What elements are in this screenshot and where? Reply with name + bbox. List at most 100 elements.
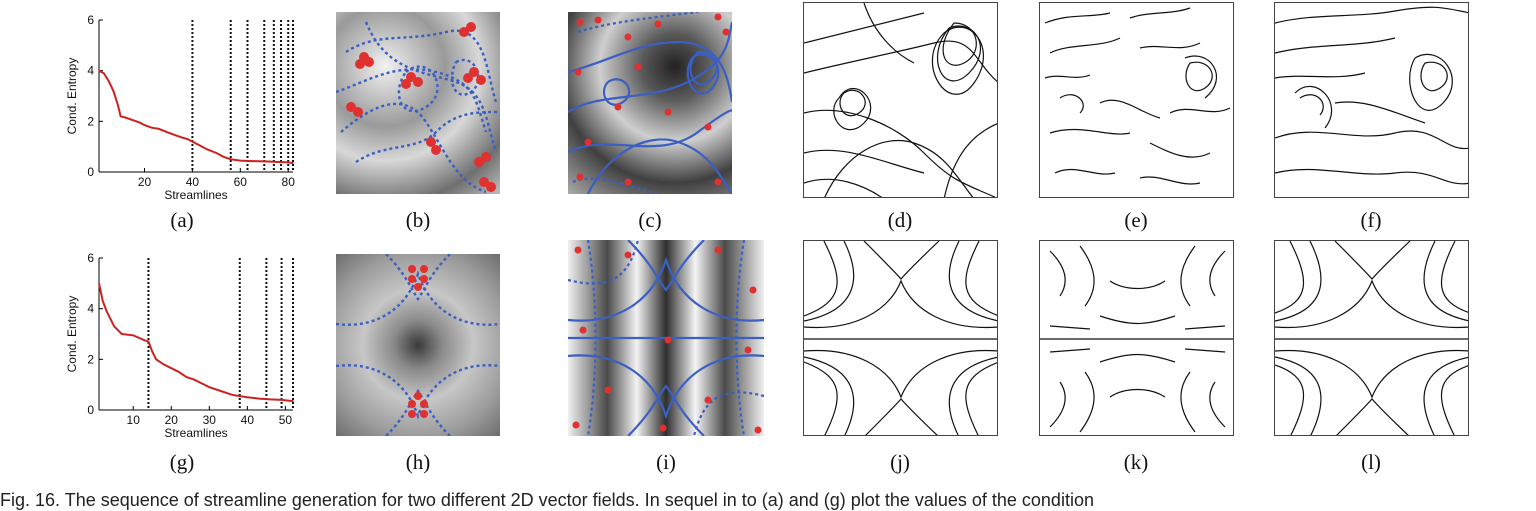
final-streamlines-k: [1039, 240, 1234, 436]
figure-caption: Fig. 16. The sequence of streamline gene…: [0, 490, 1094, 510]
panel-label-e: (e): [1124, 208, 1148, 232]
entropy-series-line: [98, 283, 294, 403]
entropy-point-1: [102, 72, 105, 74]
entropy-point-6: [124, 116, 127, 119]
entropy-point-8: [147, 340, 150, 343]
entropy-point-0: [98, 69, 100, 72]
x-tick-label-1: 40: [186, 175, 200, 189]
final-streamlines-d: [803, 2, 998, 198]
y-tick-label-0: 0: [87, 403, 94, 417]
seed-points-b: [346, 22, 496, 192]
streamline-drawing-f: [1275, 6, 1468, 185]
entropy-point-2: [105, 310, 108, 312]
entropy-chart-a: 0 2 4 6 20 40 60 80 Streamlines Cond. Entropy: [65, 13, 296, 202]
entropy-point-6: [132, 334, 135, 337]
entropy-point-11: [162, 363, 165, 366]
panel-label-g: (g): [169, 450, 195, 474]
streamline-seed-image-c: [568, 12, 732, 194]
entropy-point-5: [119, 115, 122, 118]
y-axis-label: Cond. Entropy: [65, 296, 79, 373]
final-streamlines-f: [1274, 2, 1469, 198]
x-tick-label-2: 60: [234, 175, 248, 189]
entropy-point-12: [167, 131, 170, 134]
streamline-drawing-l: [1275, 241, 1468, 435]
entropy-point-24: [263, 160, 266, 163]
streamline-seed-image-h: [336, 254, 500, 436]
final-streamlines-e: [1039, 2, 1234, 198]
entropy-point-27: [292, 162, 294, 164]
y-tick-label-3: 6: [87, 13, 94, 27]
x-axis-label: Streamlines: [164, 426, 227, 440]
seed-points-c: [574, 13, 730, 186]
panel-label-d: (d): [887, 208, 913, 232]
panel-label-i: (i): [656, 450, 676, 474]
panel-label-c: (c): [638, 208, 662, 232]
entropy-point-2: [107, 80, 110, 82]
entropy-point-19: [215, 152, 218, 154]
entropy-point-18: [205, 148, 208, 150]
entropy-point-13: [174, 134, 177, 137]
panel-label-k: (k): [1123, 450, 1149, 474]
streamline-overlay-h: [336, 254, 500, 436]
entropy-point-18: [219, 390, 222, 392]
entropy-point-25: [275, 161, 278, 163]
entropy-series-line: [98, 69, 294, 165]
entropy-point-4: [117, 105, 119, 107]
entropy-point-7: [131, 119, 134, 121]
x-tick-label-3: 40: [241, 413, 255, 427]
entropy-point-19: [231, 394, 233, 396]
streamline-drawing-e: [1044, 7, 1231, 185]
panel-label-b: (b): [405, 208, 431, 232]
streamline-overlay-b: [336, 21, 500, 194]
entropy-point-9: [151, 350, 154, 353]
y-tick-label-2: 4: [87, 64, 94, 78]
streamline-seed-image-b: [336, 12, 500, 194]
entropy-point-16: [191, 140, 194, 143]
entropy-point-20: [238, 395, 241, 397]
entropy-point-15: [186, 138, 189, 140]
entropy-point-21: [246, 396, 249, 399]
y-axis-label: Cond. Entropy: [65, 58, 79, 135]
entropy-point-0: [98, 282, 100, 285]
entropy-point-15: [193, 378, 195, 381]
entropy-point-23: [269, 398, 271, 401]
y-tick-label-3: 6: [87, 251, 94, 265]
entropy-point-14: [185, 376, 188, 378]
entropy-point-8: [138, 121, 141, 124]
x-tick-label-3: 80: [282, 175, 296, 189]
entropy-point-23: [251, 160, 254, 162]
entropy-point-26: [287, 161, 290, 164]
entropy-point-3: [109, 318, 112, 320]
entropy-point-9: [143, 124, 146, 126]
streamline-overlay-c: [568, 12, 732, 194]
y-tick-label-2: 4: [87, 302, 94, 316]
entropy-point-7: [143, 339, 146, 342]
final-streamlines-l: [1274, 240, 1469, 436]
seed-points-i: [572, 246, 762, 434]
entropy-point-14: [182, 137, 184, 139]
seed-points-h: [408, 265, 428, 418]
entropy-point-4: [113, 325, 116, 328]
streamline-overlay-i: [568, 240, 764, 436]
entropy-point-25: [292, 400, 294, 402]
entropy-point-17: [198, 144, 201, 147]
entropy-point-13: [178, 371, 180, 373]
panel-label-l: (l): [1361, 450, 1381, 474]
entropy-point-20: [222, 156, 225, 158]
streamline-drawing-k: [1040, 245, 1233, 433]
streamline-drawing-d: [804, 3, 997, 197]
x-tick-label-1: 20: [165, 413, 179, 427]
streamline-seed-image-i: [568, 240, 764, 436]
final-streamlines-j: [803, 240, 998, 436]
y-tick-label-1: 2: [87, 352, 94, 366]
y-tick-label-0: 0: [87, 165, 94, 179]
y-tick-label-1: 2: [87, 114, 94, 128]
panel-label-a: (a): [170, 208, 194, 232]
entropy-point-10: [150, 126, 153, 129]
entropy-point-24: [280, 399, 283, 401]
entropy-point-22: [257, 397, 260, 400]
entropy-point-17: [208, 386, 211, 388]
entropy-point-11: [158, 128, 160, 130]
panel-label-h: (h): [405, 450, 431, 474]
streamline-drawing-j: [804, 241, 997, 435]
